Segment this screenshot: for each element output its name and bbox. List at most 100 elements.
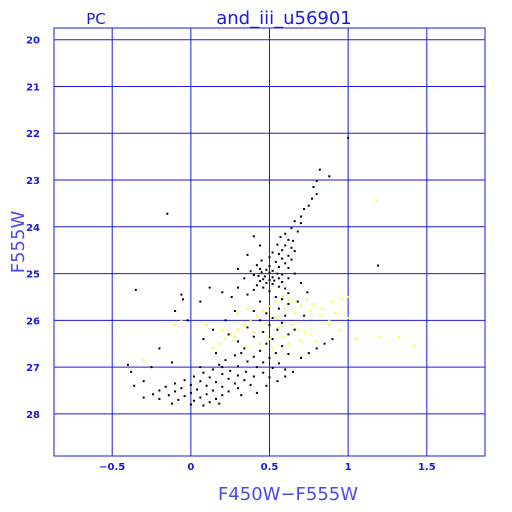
- data-point: [268, 271, 271, 274]
- data-point: [300, 281, 302, 284]
- data-point: [249, 270, 252, 273]
- data-point: [315, 340, 318, 343]
- data-point: [303, 331, 306, 333]
- data-point: [237, 286, 239, 289]
- y-tick-label: 22: [26, 129, 40, 140]
- data-point: [252, 310, 255, 312]
- data-point: [290, 246, 293, 249]
- data-point: [377, 264, 379, 267]
- data-point: [287, 267, 290, 269]
- data-point: [287, 238, 290, 241]
- data-point: [230, 333, 233, 336]
- data-point: [233, 382, 236, 385]
- data-point: [221, 291, 224, 294]
- data-point: [260, 259, 263, 262]
- data-point: [277, 362, 280, 365]
- data-point: [177, 398, 180, 401]
- data-point: [262, 331, 265, 333]
- data-point: [287, 342, 290, 345]
- data-point: [265, 321, 268, 324]
- data-point: [331, 300, 334, 303]
- data-point: [243, 379, 246, 382]
- data-point: [375, 200, 378, 203]
- data-point: [287, 298, 290, 301]
- data-point: [265, 281, 268, 284]
- data-point: [284, 307, 287, 310]
- data-point: [189, 383, 192, 386]
- data-point: [279, 236, 282, 239]
- data-point: [309, 310, 312, 312]
- data-point: [281, 296, 284, 298]
- data-point: [276, 272, 279, 275]
- data-point: [199, 396, 202, 399]
- data-point: [322, 307, 324, 310]
- data-point: [287, 292, 290, 295]
- y-tick-label: 26: [26, 316, 40, 327]
- data-point: [180, 387, 183, 390]
- data-point: [240, 394, 243, 397]
- data-point: [243, 277, 246, 280]
- data-point: [259, 300, 262, 303]
- yellow-star-series: [142, 200, 416, 362]
- data-point: [237, 374, 239, 377]
- data-point: [281, 335, 284, 338]
- y-tick-label: 21: [26, 82, 40, 93]
- data-point: [274, 296, 277, 298]
- data-point: [315, 180, 318, 182]
- data-point: [293, 250, 296, 253]
- y-axis-label: F555W: [8, 211, 29, 274]
- data-point: [205, 393, 208, 396]
- data-point: [284, 232, 287, 235]
- data-point: [174, 310, 177, 312]
- data-point: [287, 277, 290, 280]
- data-point: [300, 340, 302, 343]
- data-point: [276, 328, 279, 331]
- data-point: [284, 321, 287, 324]
- data-point: [189, 403, 192, 406]
- data-point: [323, 342, 326, 345]
- data-point: [240, 352, 243, 355]
- data-point: [211, 328, 214, 331]
- data-point: [174, 382, 177, 385]
- data-point: [296, 300, 299, 303]
- data-point: [224, 338, 227, 341]
- data-point: [246, 293, 249, 296]
- data-point: [257, 274, 260, 277]
- data-point: [227, 333, 230, 336]
- data-point: [189, 391, 192, 394]
- data-point: [328, 324, 331, 326]
- data-point: [221, 385, 224, 388]
- data-point: [271, 347, 274, 350]
- data-point: [215, 381, 217, 384]
- data-point: [227, 390, 230, 393]
- data-point: [233, 354, 236, 357]
- data-point: [199, 380, 202, 383]
- data-point: [208, 401, 211, 404]
- data-point: [233, 335, 236, 338]
- data-point: [284, 287, 287, 290]
- data-point: [277, 252, 280, 255]
- data-point: [292, 239, 295, 242]
- data-point: [260, 271, 263, 274]
- data-point: [290, 258, 293, 261]
- data-point: [355, 338, 357, 341]
- data-point: [265, 268, 268, 271]
- data-point: [262, 371, 265, 374]
- data-point: [202, 404, 205, 407]
- y-tick-label: 23: [26, 176, 40, 187]
- data-point: [246, 253, 249, 256]
- data-point: [183, 379, 186, 382]
- data-point: [237, 340, 239, 343]
- data-point: [413, 345, 416, 348]
- data-point: [287, 353, 290, 355]
- data-point: [284, 368, 287, 371]
- y-tick-label: 20: [26, 36, 40, 47]
- x-tick-label: −0.5: [99, 462, 125, 473]
- data-point: [237, 312, 239, 315]
- data-point: [307, 352, 310, 355]
- data-point: [281, 321, 284, 324]
- data-point: [142, 396, 145, 399]
- data-point: [249, 319, 252, 322]
- data-point: [274, 300, 277, 303]
- data-point: [211, 347, 214, 350]
